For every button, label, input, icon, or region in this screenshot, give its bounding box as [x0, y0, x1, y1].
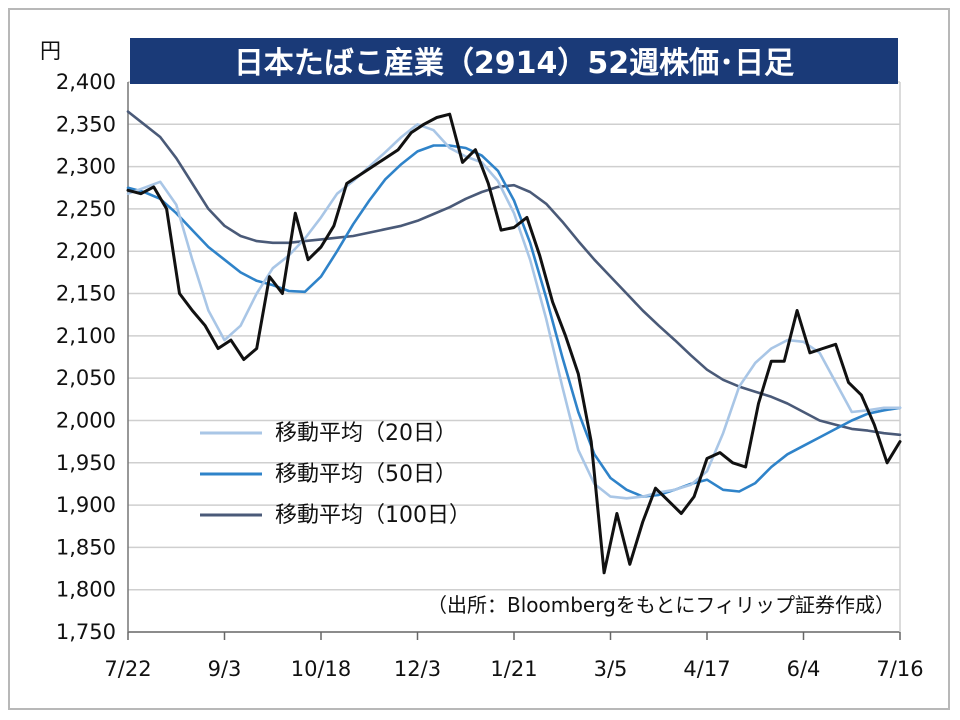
- y-tick-label: 2,100: [56, 324, 116, 348]
- y-tick-label: 2,300: [56, 155, 116, 179]
- x-tick-label: 4/17: [683, 657, 730, 681]
- x-tick-label: 1/21: [490, 657, 537, 681]
- y-tick-label: 2,000: [56, 408, 116, 432]
- chart-title: 日本たばこ産業（2914）52週株価･日足: [234, 46, 794, 81]
- x-tick-label: 12/3: [394, 657, 441, 681]
- y-tick-label: 2,150: [56, 282, 116, 306]
- y-tick-label: 1,800: [56, 578, 116, 602]
- y-axis-unit-label: 円: [40, 39, 61, 63]
- legend: 移動平均（20日） 移動平均（50日） 移動平均（100日）: [200, 421, 471, 528]
- source-note: （出所：Bloombergをもとにフィリップ証券作成）: [427, 593, 895, 617]
- y-tick-label: 2,350: [56, 112, 116, 136]
- y-tick-label: 1,950: [56, 451, 116, 475]
- y-tick-label: 2,250: [56, 197, 116, 221]
- x-axis-tick-labels: 7/22 9/3 10/18 12/3 1/21 3/5 4/17 6/4 7/16: [104, 657, 923, 681]
- y-tick-label: 1,900: [56, 493, 116, 517]
- x-tick-label: 3/5: [594, 657, 628, 681]
- y-tick-label: 1,750: [56, 620, 116, 644]
- y-tick-label: 2,400: [56, 70, 116, 94]
- x-tick-label: 10/18: [291, 657, 352, 681]
- x-tick-label: 6/4: [787, 657, 821, 681]
- chart-title-banner: [130, 38, 898, 84]
- legend-label: 移動平均（100日）: [275, 503, 471, 528]
- x-tick-label: 9/3: [208, 657, 242, 681]
- legend-label: 移動平均（20日）: [275, 421, 457, 446]
- series-line-ma-0: [126, 123, 902, 500]
- series-lines: [126, 110, 902, 575]
- series-line-price: [126, 112, 902, 575]
- y-axis-tick-labels: 2,400 2,350 2,300 2,250 2,200 2,150 2,100 2,050…: [56, 70, 116, 644]
- legend-label: 移動平均（50日）: [275, 462, 457, 487]
- series-line-ma-2: [126, 110, 902, 437]
- y-tick-label: 2,200: [56, 239, 116, 263]
- y-tick-label: 1,850: [56, 535, 116, 559]
- series-line-ma-1: [126, 144, 902, 498]
- y-tick-label: 2,050: [56, 366, 116, 390]
- x-tick-label: 7/16: [876, 657, 923, 681]
- x-tick-label: 7/22: [104, 657, 151, 681]
